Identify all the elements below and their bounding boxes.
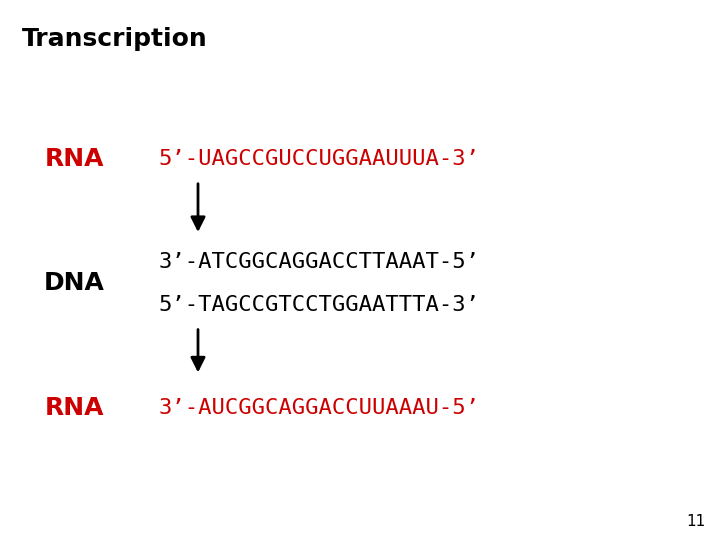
Text: RNA: RNA	[45, 147, 104, 171]
Text: 11: 11	[686, 514, 706, 529]
Text: RNA: RNA	[45, 396, 104, 420]
Text: Transcription: Transcription	[22, 27, 207, 51]
Text: 5’-UAGCCGUCCUGGAAUUUA-3’: 5’-UAGCCGUCCUGGAAUUUA-3’	[158, 149, 480, 170]
Text: 3’-ATCGGCAGGACCTTAAAT-5’: 3’-ATCGGCAGGACCTTAAAT-5’	[158, 252, 480, 272]
Text: DNA: DNA	[43, 272, 104, 295]
Text: 3’-AUCGGCAGGACCUUAAAU-5’: 3’-AUCGGCAGGACCUUAAAU-5’	[158, 397, 480, 418]
Text: 5’-TAGCCGTCCTGGAATTTA-3’: 5’-TAGCCGTCCTGGAATTTA-3’	[158, 295, 480, 315]
